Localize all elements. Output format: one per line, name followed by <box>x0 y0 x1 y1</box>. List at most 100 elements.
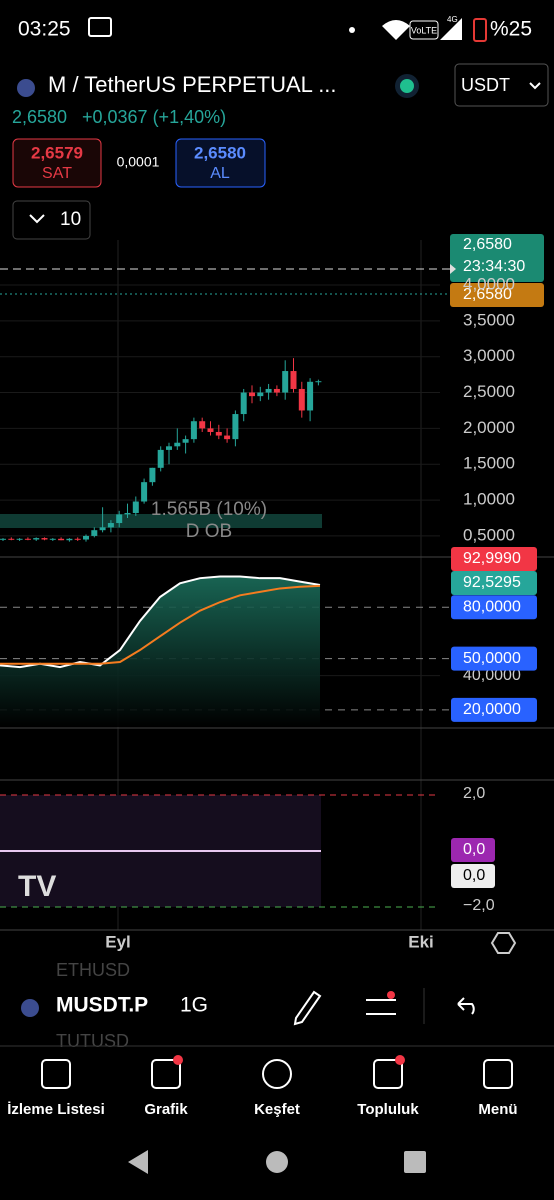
interval[interactable]: 1G <box>180 994 208 1017</box>
indicator-icon[interactable] <box>366 999 396 1015</box>
level-tag <box>451 646 537 671</box>
y-tick-label: 1,5000 <box>463 454 515 473</box>
nav-icon[interactable] <box>373 1059 403 1089</box>
currency: USDT <box>461 75 510 95</box>
change: +0,0367 (+1,40%) <box>82 107 226 127</box>
spread: 0,0001 <box>117 154 160 170</box>
nav-label[interactable]: Menü <box>478 1101 517 1118</box>
tag-b <box>451 864 495 888</box>
candle-body <box>290 371 297 389</box>
recents-button[interactable] <box>404 1151 426 1173</box>
lower-label: −2,0 <box>463 897 495 914</box>
candle-body <box>182 439 189 443</box>
candle-body <box>199 421 206 429</box>
candle-body <box>49 538 56 540</box>
badge <box>173 1055 183 1065</box>
y-tick-label: 2,0000 <box>463 418 515 437</box>
time-label: Eki <box>408 932 434 951</box>
level-tag <box>451 595 537 620</box>
candle-body <box>282 371 289 393</box>
candle-body <box>83 535 89 540</box>
nav-icon[interactable] <box>262 1059 292 1089</box>
badge <box>395 1055 405 1065</box>
y-tick-label: 4,0000 <box>463 274 515 293</box>
nav-label[interactable]: Topluluk <box>357 1101 419 1118</box>
nav-label[interactable]: Keşfet <box>254 1101 300 1118</box>
y-tick-label: 2,5000 <box>463 382 515 401</box>
y-tick-label: 20,0000 <box>463 701 521 718</box>
nav-label[interactable]: İzleme Listesi <box>7 1101 105 1118</box>
candle-body <box>0 538 6 540</box>
ob-label: D OB <box>186 521 232 542</box>
nav-label[interactable]: Grafik <box>144 1101 188 1118</box>
sell-price: 2,6579 <box>31 143 83 162</box>
buy-button[interactable] <box>175 138 266 188</box>
volte: VoLTE <box>411 25 437 35</box>
candle-body <box>315 381 322 383</box>
volume-label: 1.565B (10%) <box>151 499 267 520</box>
currency-button[interactable] <box>454 63 549 107</box>
countdown: 23:34:30 <box>463 258 525 275</box>
settings-icon[interactable] <box>490 932 517 954</box>
candle-body <box>240 392 247 415</box>
candle-body <box>24 538 31 540</box>
y-tick-label: 40,0000 <box>463 667 521 684</box>
y-tick-label: 0,5000 <box>463 525 515 544</box>
last-tag <box>450 234 544 282</box>
candle-body <box>249 392 255 397</box>
nav-icon[interactable] <box>151 1059 181 1089</box>
candle-body <box>58 538 65 541</box>
candle-body <box>190 421 197 440</box>
dot <box>349 27 355 33</box>
tag-arrow <box>450 264 456 274</box>
level-tag <box>451 697 537 722</box>
value-tag <box>451 571 537 595</box>
candle-body <box>298 388 305 411</box>
candle-body <box>124 512 131 515</box>
coin-icon <box>17 79 35 97</box>
candle-body <box>257 392 264 397</box>
quantity-chevron <box>29 214 45 224</box>
candle-body <box>99 527 106 531</box>
nav-icon[interactable] <box>41 1059 71 1089</box>
back-button[interactable] <box>128 1150 148 1174</box>
undo-icon[interactable] <box>457 997 475 1015</box>
symbol: M / TetherUS PERPETUAL ... <box>48 72 337 97</box>
candle-body <box>141 482 148 502</box>
ghost-symbol: ETHUSD <box>56 960 130 980</box>
mark-tag <box>450 283 544 307</box>
candle-body <box>232 414 239 440</box>
status-dot[interactable] <box>400 79 414 93</box>
sell-button[interactable] <box>12 138 102 188</box>
candle-body <box>224 435 231 440</box>
last-tag-text: 2,6580 <box>463 236 512 253</box>
value-a: 0,0 <box>463 841 485 858</box>
y-tick-label: 3,5000 <box>463 310 515 329</box>
candle-body <box>273 388 280 393</box>
clock: 03:25 <box>18 18 71 41</box>
upper-label: 2,0 <box>463 785 485 802</box>
last-price: 2,6580 <box>12 107 67 127</box>
home-button[interactable] <box>266 1151 288 1173</box>
ob-zone <box>0 514 322 528</box>
quantity-box[interactable] <box>12 200 91 240</box>
candle-body <box>174 442 181 447</box>
osc-area <box>0 576 320 727</box>
time-label: Eyl <box>105 932 131 951</box>
candle-body <box>149 467 156 483</box>
mark-tag-text: 2,6580 <box>463 286 512 303</box>
nav-icon[interactable] <box>483 1059 513 1089</box>
battery: %25 <box>490 18 532 41</box>
candle-body <box>41 538 48 540</box>
candle-body <box>207 428 214 432</box>
battery-icon <box>473 18 487 42</box>
candle-body <box>66 538 73 541</box>
toolbar-symbol[interactable]: MUSDT.P <box>56 994 148 1017</box>
volte-box <box>409 20 439 40</box>
draw-icon[interactable] <box>293 990 322 1026</box>
candle-body <box>33 538 40 540</box>
ghost-symbol: TUTUSD <box>56 1031 129 1051</box>
y-tick-label: 1,0000 <box>463 490 515 509</box>
candle-body <box>132 501 139 513</box>
